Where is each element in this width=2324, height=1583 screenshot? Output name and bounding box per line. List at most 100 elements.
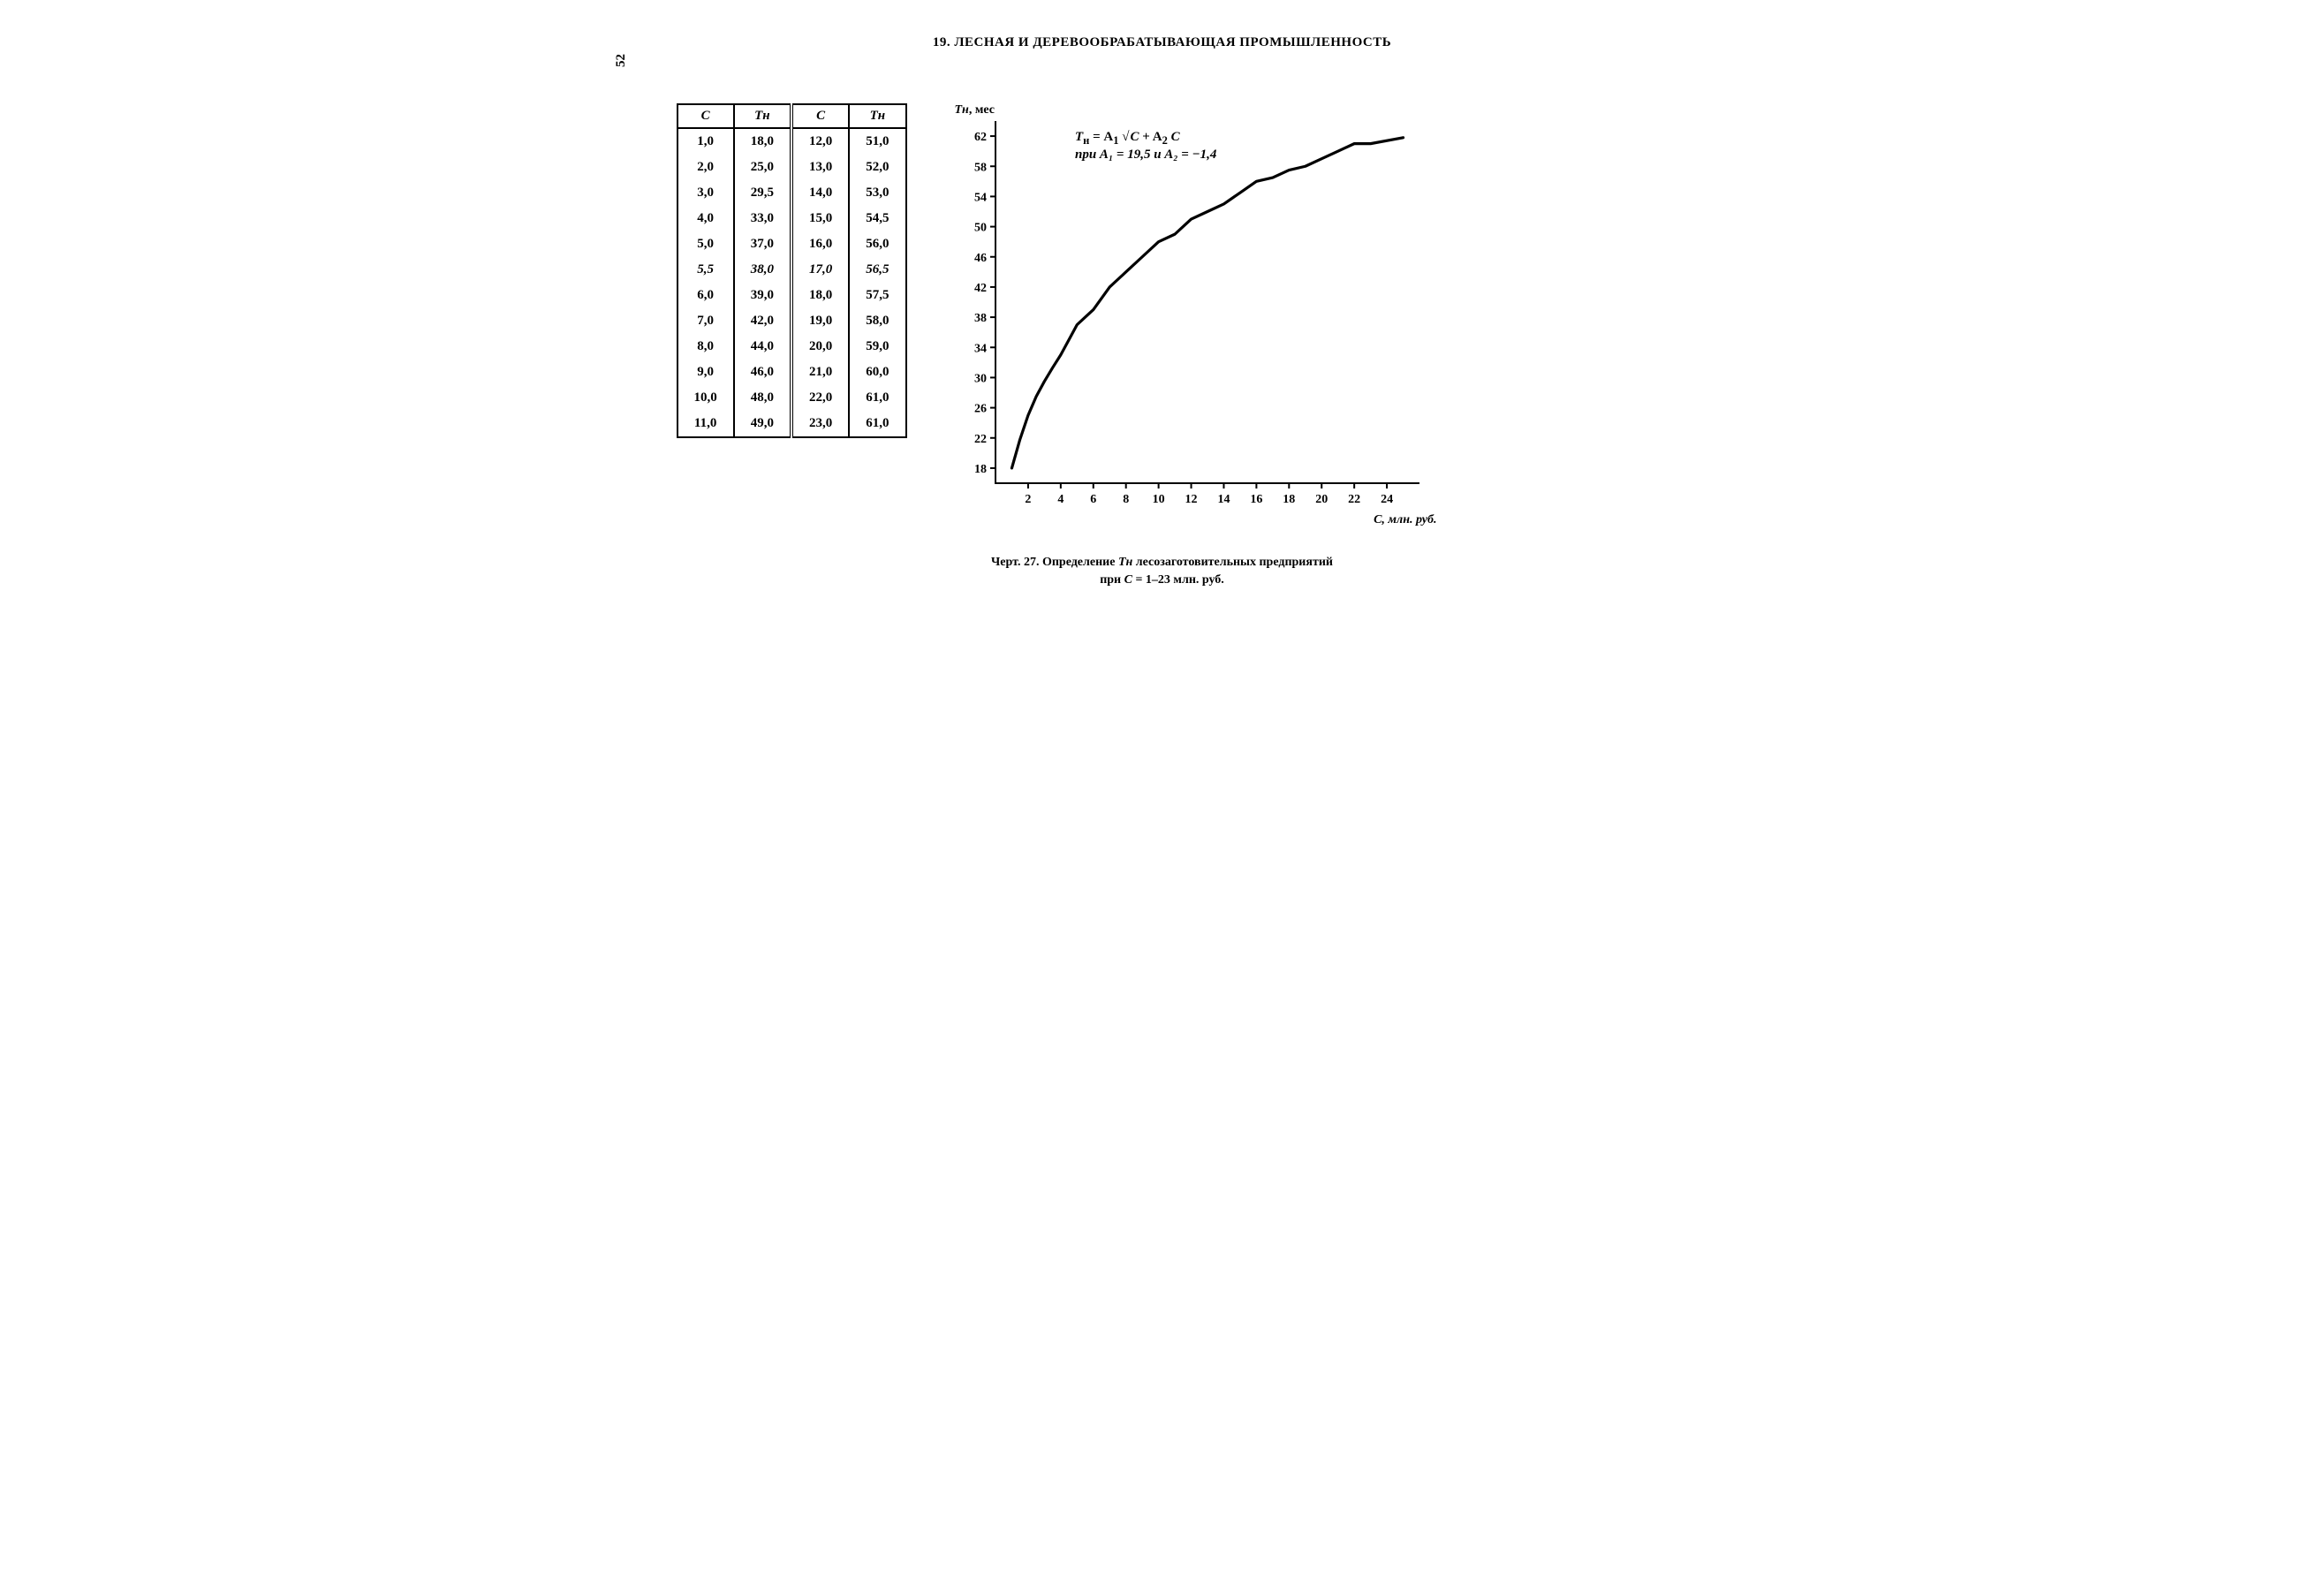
svg-text:38: 38 [974, 312, 987, 325]
table-cell: 61,0 [849, 411, 905, 437]
table-row: 11,049,023,061,0 [678, 411, 906, 437]
table-cell: 56,0 [849, 231, 905, 257]
svg-text:18: 18 [1283, 493, 1295, 506]
data-table: C Tн C Tн 1,018,012,051,02,025,013,052,0… [677, 103, 907, 438]
section-heading: 19. ЛЕСНАЯ И ДЕРЕВООБРАБАТЫВАЮЩАЯ ПРОМЫШ… [677, 35, 1648, 50]
table-cell: 1,0 [678, 128, 734, 155]
chart-svg: 1822263034384246505458622468101214161820… [942, 103, 1437, 510]
table-cell: 8,0 [678, 334, 734, 360]
content-row: C Tн C Tн 1,018,012,051,02,025,013,052,0… [677, 103, 1648, 527]
table-cell: 12,0 [791, 128, 849, 155]
svg-text:8: 8 [1123, 493, 1129, 506]
table-row: 6,039,018,057,5 [678, 283, 906, 308]
col-tn-1: Tн [734, 104, 791, 128]
col-c-1: C [678, 104, 734, 128]
svg-text:16: 16 [1250, 493, 1262, 506]
table-cell: 61,0 [849, 385, 905, 411]
table-cell: 6,0 [678, 283, 734, 308]
table-row: 3,029,514,053,0 [678, 180, 906, 206]
svg-text:22: 22 [1348, 493, 1360, 506]
table-cell: 59,0 [849, 334, 905, 360]
table-cell: 18,0 [791, 283, 849, 308]
col-c-2: C [791, 104, 849, 128]
table-cell: 38,0 [734, 257, 791, 283]
table-row: 10,048,022,061,0 [678, 385, 906, 411]
table-cell: 22,0 [791, 385, 849, 411]
x-axis-title: C, млн. руб. [1374, 513, 1436, 527]
svg-text:42: 42 [974, 282, 987, 295]
table-cell: 25,0 [734, 155, 791, 180]
table-cell: 18,0 [734, 128, 791, 155]
table-cell: 9,0 [678, 360, 734, 385]
svg-text:58: 58 [974, 161, 987, 174]
svg-text:18: 18 [974, 463, 987, 476]
svg-text:24: 24 [1381, 493, 1393, 506]
svg-text:4: 4 [1057, 493, 1064, 506]
table-cell: 29,5 [734, 180, 791, 206]
table-cell: 17,0 [791, 257, 849, 283]
figure-caption: Черт. 27. Определение Tн лесозаготовител… [677, 554, 1648, 588]
table-row: 5,538,017,056,5 [678, 257, 906, 283]
table-row: 5,037,016,056,0 [678, 231, 906, 257]
table-cell: 48,0 [734, 385, 791, 411]
svg-text:46: 46 [974, 252, 987, 265]
page-number: 52 [614, 54, 629, 67]
table-cell: 15,0 [791, 206, 849, 231]
table-row: 9,046,021,060,0 [678, 360, 906, 385]
table-cell: 42,0 [734, 308, 791, 334]
table-cell: 56,5 [849, 257, 905, 283]
table-row: 7,042,019,058,0 [678, 308, 906, 334]
col-tn-2: Tн [849, 104, 905, 128]
table-cell: 7,0 [678, 308, 734, 334]
svg-text:2: 2 [1025, 493, 1031, 506]
table-cell: 4,0 [678, 206, 734, 231]
table-cell: 49,0 [734, 411, 791, 437]
table-cell: 19,0 [791, 308, 849, 334]
table-cell: 51,0 [849, 128, 905, 155]
table-cell: 58,0 [849, 308, 905, 334]
formula: Tн = A1 √C + A2 Cпри A₁ = 19,5 и A₂ = −1… [1075, 130, 1340, 163]
table-header-row: C Tн C Tн [678, 104, 906, 128]
table-cell: 60,0 [849, 360, 905, 385]
table-cell: 53,0 [849, 180, 905, 206]
table-cell: 52,0 [849, 155, 905, 180]
chart: Tн, мес 18222630343842465054586224681012… [942, 103, 1437, 527]
table-cell: 13,0 [791, 155, 849, 180]
table-cell: 5,0 [678, 231, 734, 257]
y-axis-title: Tн, мес [955, 103, 995, 117]
table-cell: 16,0 [791, 231, 849, 257]
svg-text:12: 12 [1185, 493, 1197, 506]
svg-text:10: 10 [1152, 493, 1164, 506]
table-cell: 2,0 [678, 155, 734, 180]
table-cell: 11,0 [678, 411, 734, 437]
table-cell: 20,0 [791, 334, 849, 360]
table-cell: 3,0 [678, 180, 734, 206]
svg-text:30: 30 [974, 372, 987, 385]
table-row: 4,033,015,054,5 [678, 206, 906, 231]
svg-text:26: 26 [974, 403, 987, 416]
svg-text:14: 14 [1217, 493, 1230, 506]
document-page: 52 19. ЛЕСНАЯ И ДЕРЕВООБРАБАТЫВАЮЩАЯ ПРО… [677, 35, 1648, 588]
table-cell: 33,0 [734, 206, 791, 231]
table-cell: 37,0 [734, 231, 791, 257]
svg-text:62: 62 [974, 131, 987, 144]
table-cell: 14,0 [791, 180, 849, 206]
svg-text:22: 22 [974, 433, 987, 446]
svg-text:50: 50 [974, 222, 987, 235]
svg-text:20: 20 [1315, 493, 1328, 506]
svg-text:34: 34 [974, 342, 987, 355]
svg-text:6: 6 [1090, 493, 1096, 506]
table-cell: 23,0 [791, 411, 849, 437]
table-cell: 39,0 [734, 283, 791, 308]
table-cell: 5,5 [678, 257, 734, 283]
svg-text:54: 54 [974, 191, 987, 204]
table-cell: 57,5 [849, 283, 905, 308]
table-cell: 10,0 [678, 385, 734, 411]
table-row: 2,025,013,052,0 [678, 155, 906, 180]
table-cell: 46,0 [734, 360, 791, 385]
table-cell: 21,0 [791, 360, 849, 385]
table-row: 1,018,012,051,0 [678, 128, 906, 155]
table-row: 8,044,020,059,0 [678, 334, 906, 360]
table-cell: 54,5 [849, 206, 905, 231]
table-cell: 44,0 [734, 334, 791, 360]
